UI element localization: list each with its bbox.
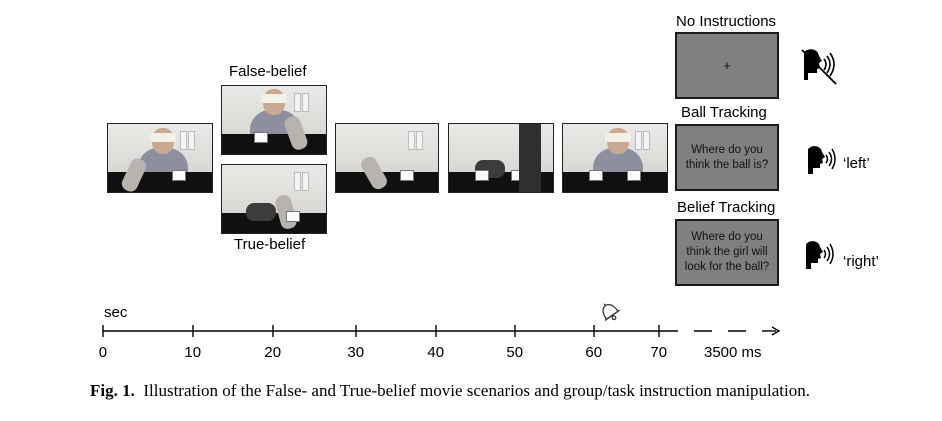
ball-question: Where do you think the ball is? [685, 143, 769, 171]
no-instructions-label: No Instructions [676, 13, 777, 30]
belief-tracking-label: Belief Tracking [677, 199, 776, 216]
caption-label: Fig. 1. [90, 381, 135, 400]
timeline-tick-label: 20 [264, 344, 282, 361]
movie-frame-3 [335, 123, 439, 193]
ball-tracking-screen: Where do you think the ball is? [675, 124, 779, 191]
figure-caption: Fig. 1. Illustration of the False- and T… [90, 381, 810, 401]
fixation-cross: + [723, 58, 731, 73]
false-belief-label: False-belief [229, 63, 307, 80]
movie-frame-5 [562, 123, 668, 193]
speaking-head-crossed-icon [801, 49, 837, 85]
timeline-tick-label: 10 [184, 344, 202, 361]
movie-frame-1 [107, 123, 213, 193]
true-belief-label: True-belief [234, 236, 306, 253]
speaking-head-icon [806, 241, 834, 269]
movie-frame-true-belief [221, 164, 327, 234]
response-right: ‘right’ [843, 253, 879, 270]
belief-tracking-screen: Where do you think the girl will look fo… [675, 219, 779, 286]
timeline-tick-label: 60 [585, 344, 603, 361]
timeline-tick-label: 40 [427, 344, 445, 361]
timeline-tick-label: 30 [347, 344, 365, 361]
no-instructions-screen: + [675, 32, 779, 99]
movie-frame-4 [448, 123, 554, 193]
speaking-head-icon [808, 146, 836, 174]
bell-icon [602, 303, 621, 321]
movie-frame-false-belief [221, 85, 327, 155]
timeline-tail-label: 3500 ms [704, 344, 762, 361]
ball-tracking-label: Ball Tracking [681, 104, 767, 121]
timeline-unit: sec [104, 304, 128, 321]
timeline-tick-label: 70 [650, 344, 668, 361]
caption-text: Illustration of the False- and True-beli… [143, 381, 811, 400]
timeline-axis [102, 325, 781, 337]
belief-question: Where do you think the girl will look fo… [684, 231, 770, 273]
timeline-tick-label: 50 [506, 344, 524, 361]
timeline-tick-label: 0 [98, 344, 108, 361]
response-left: ‘left’ [843, 155, 870, 172]
